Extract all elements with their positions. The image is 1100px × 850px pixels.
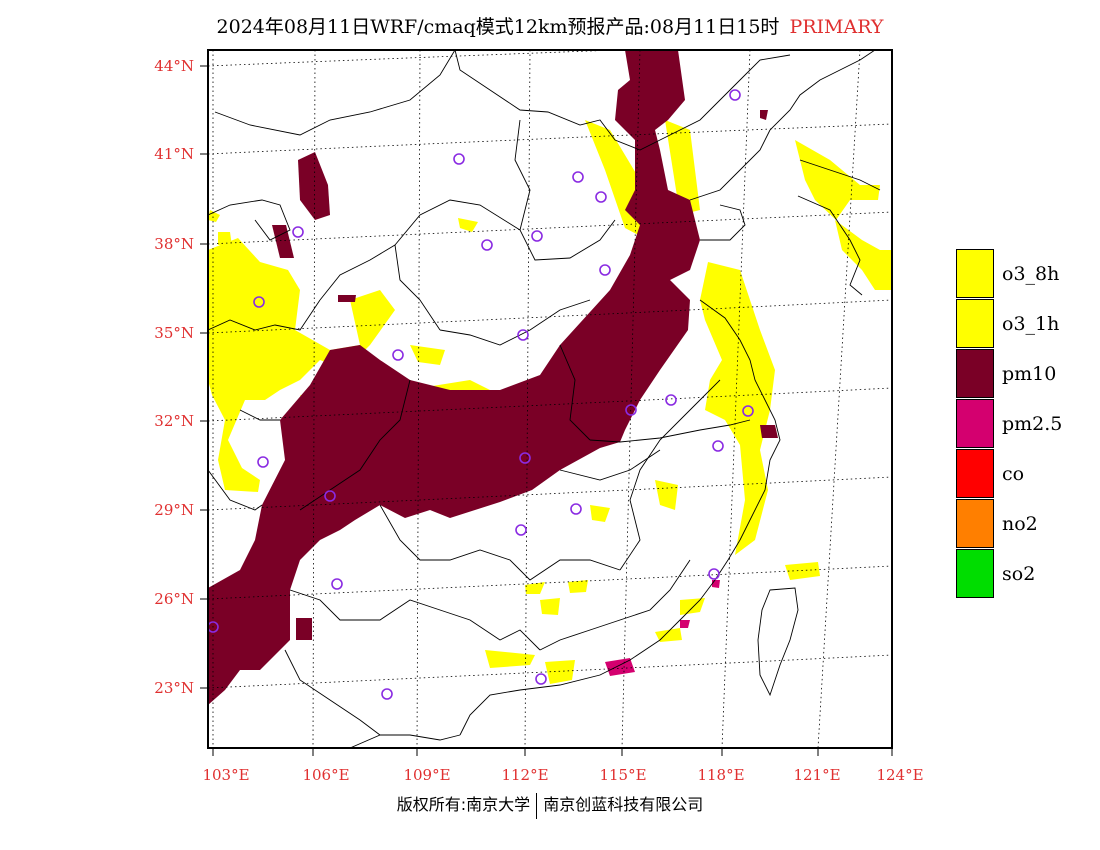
legend-swatch [956,349,994,398]
latitude-labels: 44°N 41°N 38°N 35°N 32°N 29°N 26°N 23°N [154,57,194,697]
legend-item-o3-1h: o3_1h [956,299,1100,349]
longitude-labels: 103°E 106°E 109°E 112°E 115°E 118°E 121°… [202,766,923,784]
legend-item-pm25: pm2.5 [956,399,1100,449]
legend-item-co: co [956,449,1100,499]
lon-label: 112°E [501,766,548,784]
axis-ticks [200,65,893,756]
title-text: 2024年08月11日WRF/cmaq模式12km预报产品:08月11日15时 [216,16,780,38]
lon-label: 115°E [599,766,646,784]
legend-label: o3_1h [1002,313,1060,335]
pm10-region-layer [208,50,778,705]
lat-label: 44°N [154,57,194,75]
legend-item-so2: so2 [956,549,1100,599]
legend-label: pm10 [1002,363,1057,385]
legend-swatch [956,449,994,498]
copyright-footer: 版权所有:南京大学 南京创蓝科技有限公司 [0,791,1100,819]
primary-tag: PRIMARY [789,16,884,38]
copyright-owner: 版权所有:南京大学 [396,795,531,814]
lat-label: 35°N [154,324,194,342]
legend-swatch [956,299,994,348]
lon-label: 109°E [403,766,450,784]
legend-label: o3_8h [1002,263,1060,285]
footer-separator [536,792,538,819]
lon-label: 124°E [876,766,923,784]
map-frame [207,49,893,749]
lon-label: 118°E [697,766,744,784]
lat-label: 29°N [154,501,194,519]
legend-label: pm2.5 [1002,413,1063,435]
legend-item-o3-8h: o3_8h [956,249,1100,299]
pollutant-legend: o3_8h o3_1h pm10 pm2.5 co no2 so2 [956,249,1100,599]
legend-swatch [956,499,994,548]
legend-swatch [956,399,994,448]
legend-item-no2: no2 [956,499,1100,549]
legend-label: co [1002,463,1025,485]
map-plot-area [208,50,892,748]
lon-label: 121°E [793,766,840,784]
legend-label: no2 [1002,513,1038,535]
legend-label: so2 [1002,563,1036,585]
map-title: 2024年08月11日WRF/cmaq模式12km预报产品:08月11日15时 P… [0,12,1100,39]
lat-label: 38°N [154,235,194,253]
lat-label: 26°N [154,590,194,608]
lon-label: 106°E [302,766,349,784]
station-markers [208,89,754,700]
lat-label: 41°N [154,145,194,163]
lon-label: 103°E [202,766,249,784]
legend-swatch [956,249,994,298]
legend-swatch [956,549,994,598]
legend-item-pm10: pm10 [956,349,1100,399]
copyright-company: 南京创蓝科技有限公司 [543,795,704,814]
lat-label: 23°N [154,679,194,697]
lat-label: 32°N [154,412,194,430]
